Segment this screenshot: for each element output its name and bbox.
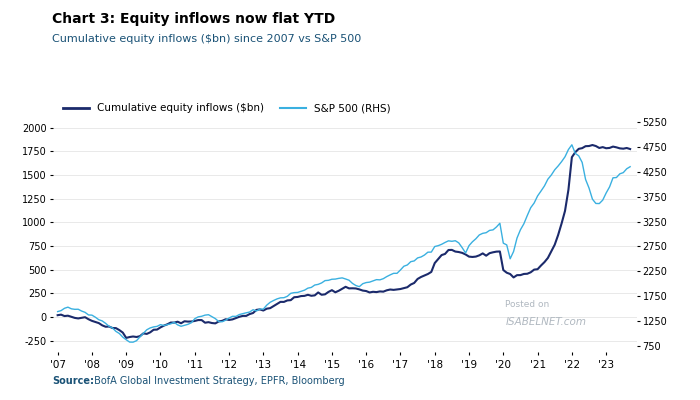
Text: ISABELNET.com: ISABELNET.com [505, 317, 587, 327]
Legend: Cumulative equity inflows ($bn), S&P 500 (RHS): Cumulative equity inflows ($bn), S&P 500… [58, 99, 395, 117]
Text: Cumulative equity inflows ($bn) since 2007 vs S&P 500: Cumulative equity inflows ($bn) since 20… [52, 34, 362, 44]
Text: BofA Global Investment Strategy, EPFR, Bloomberg: BofA Global Investment Strategy, EPFR, B… [91, 376, 344, 386]
Text: Source:: Source: [52, 376, 94, 386]
Text: Chart 3: Equity inflows now flat YTD: Chart 3: Equity inflows now flat YTD [52, 12, 336, 26]
Text: Posted on: Posted on [505, 300, 550, 309]
